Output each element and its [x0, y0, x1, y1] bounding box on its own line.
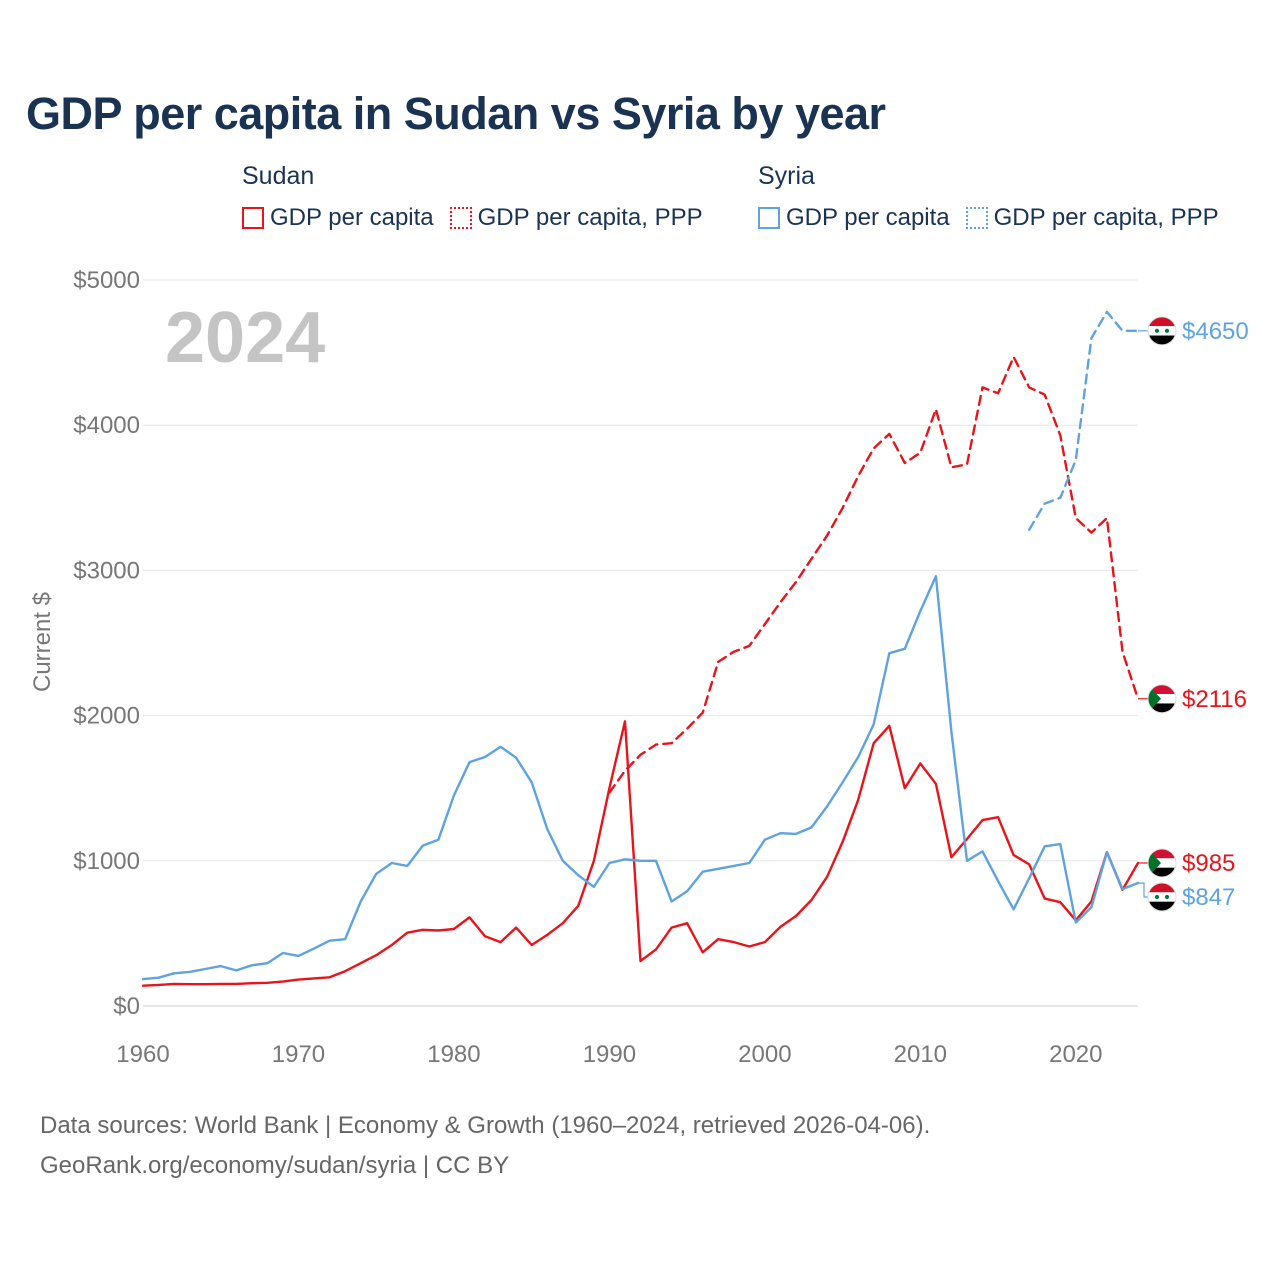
y-tick-label: $2000	[73, 703, 140, 730]
end-value-label: $2116	[1182, 686, 1247, 713]
y-tick-label: $3000	[73, 557, 140, 584]
flag-star	[1164, 894, 1170, 900]
flag-stripe	[1148, 867, 1176, 877]
flag-border	[1147, 882, 1177, 912]
legend-label: GDP per capita, PPP	[477, 204, 703, 231]
flag-triangle	[1148, 684, 1161, 713]
flag-stripe	[1148, 892, 1176, 902]
x-tick-label: 2020	[1049, 1041, 1102, 1068]
flag-syria-icon	[1147, 882, 1177, 912]
end-value-label: $985	[1182, 850, 1235, 877]
y-tick-label: $1000	[73, 848, 140, 875]
legend-item-syria-gdp-ppp[interactable]: GDP per capita, PPP	[965, 204, 1219, 232]
flag-syria-icon	[1147, 316, 1177, 346]
syria-gdp-per-capita-ppp-line	[1027, 310, 1140, 531]
flag-stripe	[1148, 335, 1176, 345]
flag-star	[1164, 328, 1170, 333]
flag-stripe	[1148, 882, 1176, 893]
flag-border	[1147, 684, 1177, 714]
end-value-label: $847	[1182, 884, 1235, 911]
legend-item-syria-gdp[interactable]: GDP per capita	[758, 204, 950, 232]
legend-swatch-dotted	[965, 207, 988, 229]
legend-group-sudan: Sudan GDP per capita GDP per capita, PPP	[242, 162, 703, 232]
legend-label: GDP per capita	[270, 204, 434, 231]
legend-swatch-solid	[242, 207, 264, 229]
sudan-gdp-per-capita-ppp-line	[608, 355, 1140, 794]
flag-stripe	[1148, 848, 1176, 859]
x-tick-label: 1970	[272, 1041, 325, 1068]
sudan-gdp-per-capita-line	[141, 720, 1140, 987]
year-watermark: 2024	[165, 298, 325, 378]
legend-item-sudan-gdp[interactable]: GDP per capita	[242, 204, 434, 232]
y-tick-label: $0	[113, 993, 140, 1020]
flag-stripe	[1148, 326, 1176, 336]
flag-star	[1154, 328, 1160, 333]
x-tick-label: 2010	[894, 1041, 947, 1068]
y-axis-title: Current $	[29, 592, 56, 692]
flag-stripe	[1148, 901, 1176, 911]
legend-group-syria: Syria GDP per capita GDP per capita, PPP	[758, 162, 1219, 232]
x-tick-label: 1980	[427, 1041, 480, 1068]
source-note: Data sources: World Bank | Economy & Gro…	[40, 1106, 930, 1186]
end-value-label: $4650	[1182, 318, 1249, 345]
legend-country-syria: Syria	[758, 162, 815, 190]
x-tick-label: 1990	[583, 1041, 636, 1068]
flag-border	[1147, 848, 1177, 878]
flag-stripe	[1148, 316, 1176, 327]
end-label-connector	[1138, 882, 1148, 898]
legend-swatch-dotted	[449, 207, 472, 229]
y-tick-label: $4000	[73, 412, 140, 439]
legend-label: GDP per capita	[786, 204, 950, 231]
legend-swatch-solid	[758, 207, 780, 229]
flag-triangle	[1148, 848, 1161, 877]
source-line-2[interactable]: GeoRank.org/economy/sudan/syria | CC BY	[40, 1152, 510, 1179]
line-chart: 2024 Current $ $0 $1000 $2000 $3000 $4000 $50…	[29, 267, 1249, 1068]
flag-sudan-icon	[1147, 848, 1177, 878]
chart-title: GDP per capita in Sudan vs Syria by year	[26, 88, 886, 139]
syria-gdp-per-capita-line	[141, 575, 1140, 981]
legend-item-sudan-gdp-ppp[interactable]: GDP per capita, PPP	[449, 204, 703, 232]
flag-stripe	[1148, 694, 1176, 704]
x-tick-label: 2000	[738, 1041, 791, 1068]
flag-border	[1147, 316, 1177, 346]
source-line-1: Data sources: World Bank | Economy & Gro…	[40, 1112, 931, 1139]
x-tick-label: 1960	[116, 1041, 169, 1068]
flag-stripe	[1148, 703, 1176, 713]
y-tick-label: $5000	[73, 267, 140, 294]
flag-sudan-icon	[1147, 684, 1177, 714]
flag-stripe	[1148, 684, 1176, 695]
flag-star	[1154, 894, 1160, 900]
flag-stripe	[1148, 858, 1176, 868]
legend-label: GDP per capita, PPP	[993, 204, 1219, 231]
legend-country-sudan: Sudan	[242, 162, 315, 190]
